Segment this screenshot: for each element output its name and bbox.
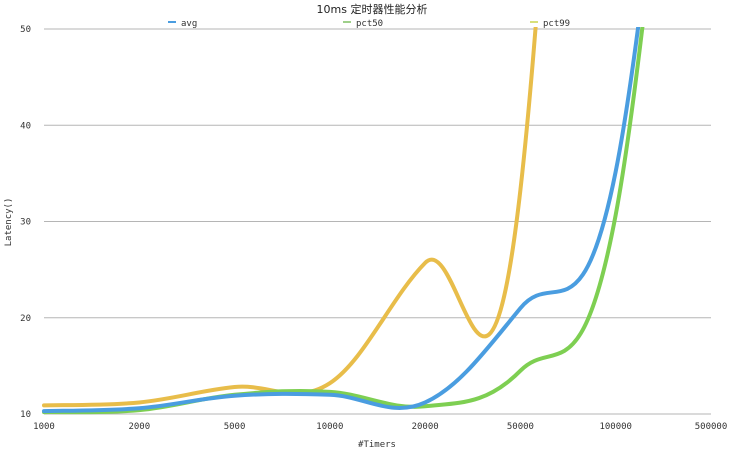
- gridlines: [44, 28, 711, 415]
- y-tick-label: 20: [20, 314, 31, 324]
- series-line-avg: [42, 27, 641, 414]
- x-tick-label: 50000: [507, 422, 534, 432]
- legend-swatch-icon: [168, 21, 176, 23]
- series-lines: [42, 27, 645, 415]
- x-tick-label: 20000: [412, 422, 439, 432]
- x-tick-label: 100000: [599, 422, 632, 432]
- legend-item-pct50: pct50: [343, 19, 383, 29]
- x-tick-label: 5000: [224, 422, 246, 432]
- x-tick-label: 1000: [33, 422, 55, 432]
- x-axis-label: #Timers: [358, 440, 396, 450]
- x-axis-ticks: 1000 2000 5000 10000 20000 50000 100000 500000: [33, 422, 727, 432]
- x-tick-label: 500000: [695, 422, 728, 432]
- y-tick-label: 50: [20, 25, 31, 35]
- legend-swatch-icon: [343, 21, 351, 23]
- legend-label: pct50: [356, 19, 383, 29]
- legend: avg pct50 pct99: [168, 19, 570, 29]
- chart-title: 10ms 定时器性能分析: [317, 2, 428, 16]
- y-axis-label: Latency(): [4, 198, 14, 247]
- y-tick-label: 40: [20, 121, 31, 131]
- x-tick-label: 10000: [316, 422, 343, 432]
- legend-label: avg: [181, 19, 197, 29]
- x-tick-label: 2000: [128, 422, 150, 432]
- y-axis-ticks: 10 20 30 40 50: [20, 25, 31, 420]
- legend-item-avg: avg: [168, 19, 197, 29]
- series-line-pct99: [42, 27, 538, 408]
- series-line-pct50: [42, 27, 645, 415]
- legend-item-pct99: pct99: [530, 19, 570, 29]
- y-tick-label: 10: [20, 410, 31, 420]
- legend-swatch-icon: [530, 21, 538, 23]
- legend-label: pct99: [543, 19, 570, 29]
- y-tick-label: 30: [20, 218, 31, 228]
